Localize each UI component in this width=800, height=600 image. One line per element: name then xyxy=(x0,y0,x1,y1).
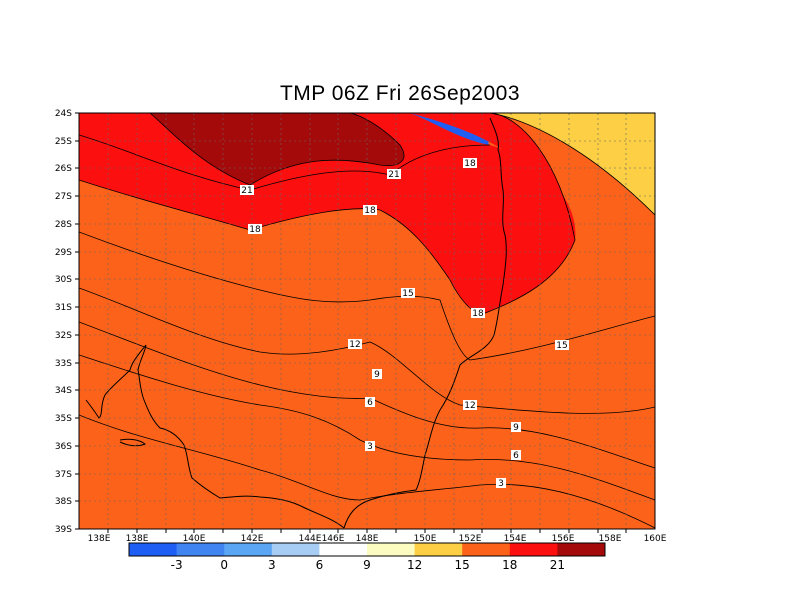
lat-label: 26S xyxy=(55,164,72,174)
lat-label: 25S xyxy=(55,137,72,147)
lon-label: 160E xyxy=(644,534,667,544)
svg-text:6: 6 xyxy=(513,451,519,461)
colorbar-label: -3 xyxy=(171,558,183,572)
lat-label: 38S xyxy=(55,497,72,507)
colorbar-swatch xyxy=(129,543,178,556)
contour-label: 6 xyxy=(511,450,521,461)
lon-label: 154E xyxy=(504,534,527,544)
lon-label: 150E xyxy=(414,534,437,544)
svg-text:9: 9 xyxy=(513,423,519,433)
lat-label: 24S xyxy=(55,109,72,119)
contour-label: 3 xyxy=(496,478,506,489)
svg-text:21: 21 xyxy=(388,170,399,180)
contour-label: 21 xyxy=(240,185,254,196)
colorbar-swatch xyxy=(271,543,320,556)
colorbar-swatch xyxy=(367,543,416,556)
svg-text:15: 15 xyxy=(402,289,413,299)
contour-label: 6 xyxy=(365,397,375,408)
contour-label: 15 xyxy=(401,288,415,299)
map-title: TMP 06Z Fri 26Sep2003 xyxy=(279,82,521,105)
svg-text:15: 15 xyxy=(556,341,567,351)
lat-label: 35S xyxy=(55,414,72,424)
colorbar-swatch xyxy=(176,543,225,556)
lat-label: 32S xyxy=(55,331,72,341)
svg-text:18: 18 xyxy=(464,159,476,169)
svg-text:12: 12 xyxy=(464,401,475,411)
lat-label: 33S xyxy=(55,359,72,369)
colorbar-label: 6 xyxy=(316,558,324,572)
lon-label: 138E xyxy=(126,534,149,544)
axis-ticks xyxy=(75,112,627,533)
lat-label: 39S xyxy=(55,525,72,535)
svg-text:21: 21 xyxy=(241,186,252,196)
svg-text:18: 18 xyxy=(249,225,261,235)
lat-label: 36S xyxy=(55,442,72,452)
lon-label: 148E xyxy=(356,534,379,544)
latitude-labels: 24S 25S 26S 27S 28S 29S 30S 31S 32S 33S … xyxy=(55,109,72,535)
colorbar-swatch xyxy=(414,543,463,556)
contour-label: 12 xyxy=(463,400,477,411)
svg-text:9: 9 xyxy=(374,370,380,380)
lon-label: 158E xyxy=(599,534,622,544)
colorbar-swatch xyxy=(557,543,606,556)
lat-label: 34S xyxy=(55,386,72,396)
lon-label: 146E xyxy=(322,534,345,544)
svg-text:18: 18 xyxy=(472,309,484,319)
colorbar-swatch xyxy=(462,543,511,556)
svg-text:6: 6 xyxy=(367,398,373,408)
contour-label: 18 xyxy=(463,158,477,169)
colorbar-label: 18 xyxy=(502,558,517,572)
lon-label: 142E xyxy=(241,534,264,544)
colorbar-swatch xyxy=(319,543,368,556)
colorbar-label: 21 xyxy=(550,558,565,572)
contour-label: 18 xyxy=(471,308,485,319)
contour-label: 18 xyxy=(363,205,377,216)
contour-label: 9 xyxy=(372,369,382,380)
contour-label: 12 xyxy=(348,339,362,350)
lat-label: 29S xyxy=(55,248,72,258)
colorbar-frame xyxy=(128,542,606,557)
svg-text:3: 3 xyxy=(498,479,504,489)
lat-label: 31S xyxy=(55,303,72,313)
contour-label: 9 xyxy=(511,422,521,433)
lat-label: 27S xyxy=(55,192,72,202)
lon-label: 152E xyxy=(459,534,482,544)
svg-text:18: 18 xyxy=(364,206,376,216)
contour-value-labels: 21 21 18 18 18 18 15 15 12 12 9 9 6 6 3 … xyxy=(240,158,569,489)
colorbar-swatch xyxy=(224,543,273,556)
lon-label: 144E xyxy=(299,534,322,544)
temperature-fill xyxy=(79,113,655,529)
colorbar-label: 12 xyxy=(407,558,422,572)
contour-label: 21 xyxy=(387,169,401,180)
lat-label: 30S xyxy=(55,275,72,285)
lon-label: 138E xyxy=(88,534,111,544)
lat-label: 28S xyxy=(55,220,72,230)
coastline xyxy=(85,117,507,529)
colorbar-swatches xyxy=(129,543,606,556)
contour-label: 15 xyxy=(555,340,569,351)
colorbar-label: 3 xyxy=(268,558,276,572)
svg-text:3: 3 xyxy=(367,442,373,452)
lon-label: 140E xyxy=(183,534,206,544)
colorbar-label: 9 xyxy=(363,558,371,572)
colorbar-label: 0 xyxy=(220,558,228,572)
lon-label: 156E xyxy=(552,534,575,544)
colorbar-label: 15 xyxy=(455,558,470,572)
contour-label: 3 xyxy=(365,441,375,452)
svg-text:12: 12 xyxy=(349,340,360,350)
colorbar: -3 0 3 6 9 12 15 18 21 xyxy=(128,542,606,572)
colorbar-labels: -3 0 3 6 9 12 15 18 21 xyxy=(171,558,565,572)
longitude-labels: 138E 138E 140E 142E 144E 146E 148E 150E … xyxy=(88,534,667,544)
lat-label: 37S xyxy=(55,470,72,480)
contour-label: 18 xyxy=(248,224,262,235)
colorbar-swatch xyxy=(509,543,558,556)
